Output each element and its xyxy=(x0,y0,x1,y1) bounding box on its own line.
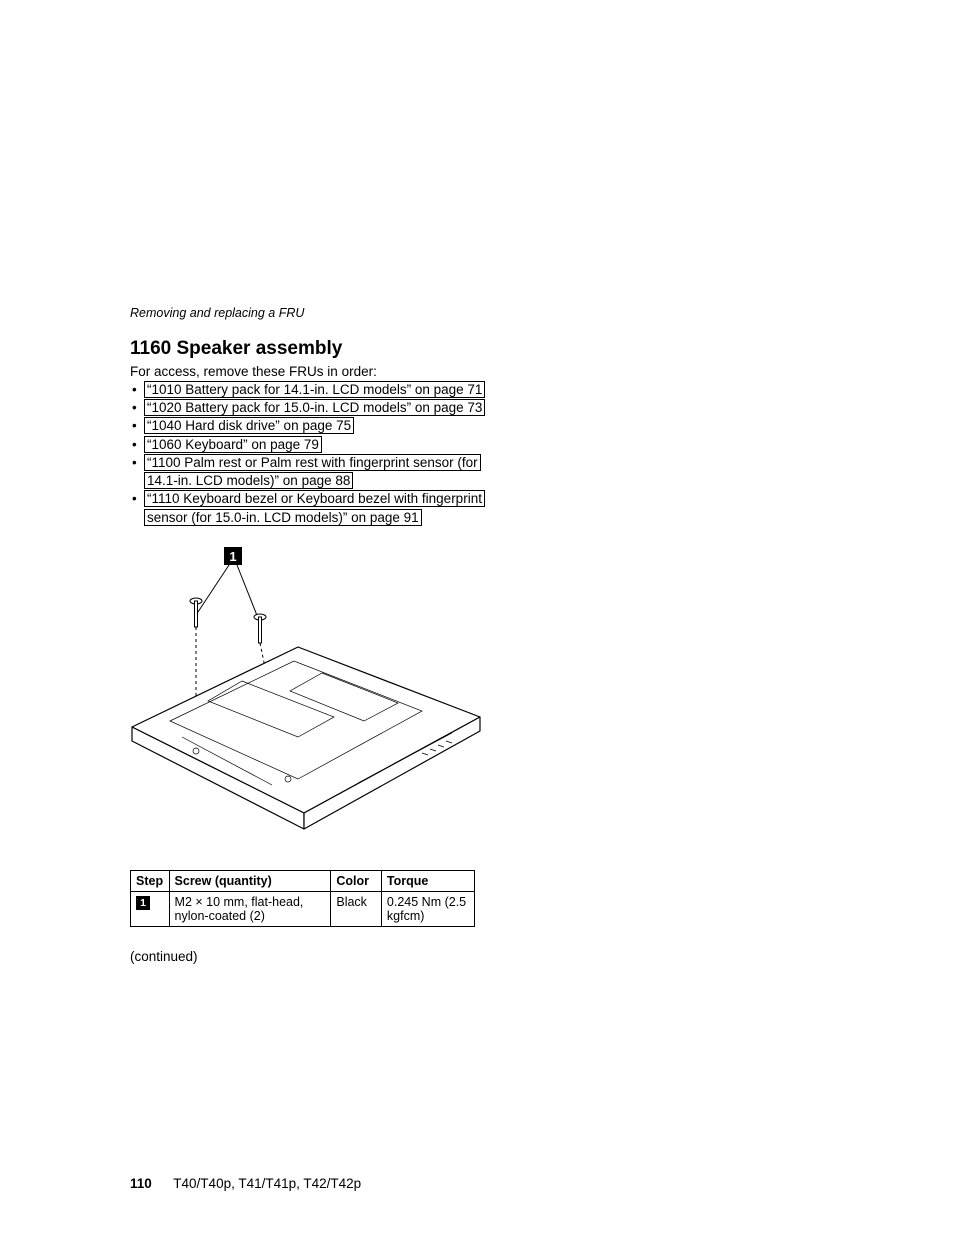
callout-label: 1 xyxy=(229,549,236,564)
page-number: 110 xyxy=(130,1176,152,1191)
xref-link[interactable]: sensor (for 15.0-in. LCD models)” on pag… xyxy=(144,509,422,526)
table-header-row: Step Screw (quantity) Color Torque xyxy=(131,870,475,891)
table-row: 1 M2 × 10 mm, flat-head, nylon-coated (2… xyxy=(131,891,475,926)
assembly-diagram: 1 xyxy=(122,541,610,856)
list-item: “1040 Hard disk drive” on page 75 xyxy=(130,417,610,435)
list-item: “1010 Battery pack for 14.1-in. LCD mode… xyxy=(130,381,610,399)
xref-link[interactable]: “1010 Battery pack for 14.1-in. LCD mode… xyxy=(144,381,485,398)
xref-link[interactable]: “1040 Hard disk drive” on page 75 xyxy=(144,417,354,434)
list-item: “1100 Palm rest or Palm rest with finger… xyxy=(130,454,610,490)
page-footer: 110 T40/T40p, T41/T41p, T42/T42p xyxy=(130,1176,361,1191)
cell-color: Black xyxy=(331,891,382,926)
list-item: “1110 Keyboard bezel or Keyboard bezel w… xyxy=(130,490,610,526)
screw-specification-table: Step Screw (quantity) Color Torque 1 M2 … xyxy=(130,870,475,927)
section-title: 1160 Speaker assembly xyxy=(130,338,610,360)
list-item: “1020 Battery pack for 15.0-in. LCD mode… xyxy=(130,399,610,417)
xref-link[interactable]: “1020 Battery pack for 15.0-in. LCD mode… xyxy=(144,399,485,416)
xref-link[interactable]: 14.1-in. LCD models)” on page 88 xyxy=(144,472,353,489)
col-step: Step xyxy=(131,870,170,891)
laptop-underside-illustration: 1 xyxy=(122,541,492,851)
continued-marker: (continued) xyxy=(130,949,610,964)
list-item: “1060 Keyboard” on page 79 xyxy=(130,436,610,454)
running-header: Removing and replacing a FRU xyxy=(130,306,610,320)
cell-screw: M2 × 10 mm, flat-head, nylon-coated (2) xyxy=(169,891,331,926)
xref-link[interactable]: “1110 Keyboard bezel or Keyboard bezel w… xyxy=(144,490,485,507)
cell-step: 1 xyxy=(131,891,170,926)
cell-torque: 0.245 Nm (2.5 kgfcm) xyxy=(381,891,474,926)
step-badge-icon: 1 xyxy=(136,896,150,910)
col-color: Color xyxy=(331,870,382,891)
xref-link[interactable]: “1100 Palm rest or Palm rest with finger… xyxy=(144,454,481,471)
page-content: Removing and replacing a FRU 1160 Speake… xyxy=(130,306,610,964)
document-title: T40/T40p, T41/T41p, T42/T42p xyxy=(173,1176,361,1191)
xref-link[interactable]: “1060 Keyboard” on page 79 xyxy=(144,436,322,453)
col-torque: Torque xyxy=(381,870,474,891)
intro-text: For access, remove these FRUs in order: xyxy=(130,364,610,379)
fru-prerequisite-list: “1010 Battery pack for 14.1-in. LCD mode… xyxy=(130,381,610,527)
col-screw: Screw (quantity) xyxy=(169,870,331,891)
